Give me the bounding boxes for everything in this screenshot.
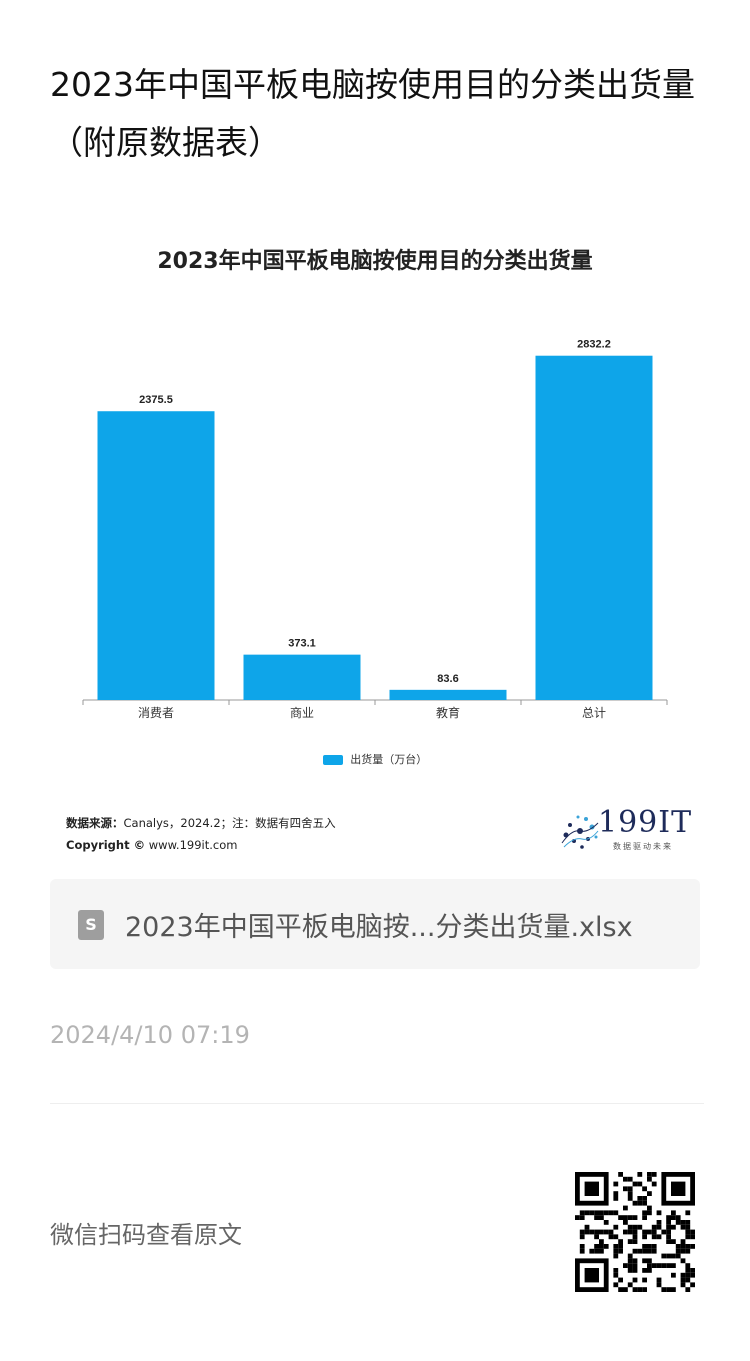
legend-label: 出货量（万台） [350,753,428,766]
attachment-file-card[interactable]: S 2023年中国平板电脑按...分类出货量.xlsx [50,879,700,969]
199it-logo: 199IT 数据驱动未来 [558,803,698,859]
data-source: 数据来源：Canalys，2024.2；注：数据有四舍五入 Copyright … [66,812,336,856]
page-title: 2023年中国平板电脑按使用目的分类出货量（附原数据表） [50,65,695,162]
logo-mark-icon [561,815,599,849]
chart-image[interactable]: 2023年中国平板电脑按使用目的分类出货量 2375.5 消费者 373.1 商业 83… [50,225,700,865]
category-tick-label: 教育 [436,705,460,720]
logo-text: 199IT [598,805,693,840]
spreadsheet-file-icon: S [78,910,104,940]
chart-title: 2023年中国平板电脑按使用目的分类出货量 [157,249,593,274]
bar-2 [389,689,507,700]
category-tick-label: 总计 [582,706,606,720]
bar-value-label: 373.1 [288,638,316,650]
source-label: 数据来源： [66,816,124,830]
bar-0 [97,411,215,700]
bar-value-label: 2832.2 [577,339,611,351]
bar-3 [535,355,653,700]
publish-date: 2024/4/10 07:19 [50,1021,250,1049]
category-tick-label: 消费者 [138,706,174,720]
copyright-text: www.199it.com [148,838,238,852]
chart-legend: 出货量（万台） [50,751,700,767]
bar-chart: 2375.5 消费者 373.1 商业 83.6 教育 2832.2 总计 [82,339,668,720]
qr-caption: 微信扫码查看原文 [50,1221,242,1249]
legend-swatch [322,755,343,765]
copyright-label: Copyright © [66,838,146,852]
source-text: Canalys，2024.2；注：数据有四舍五入 [123,816,336,830]
category-tick-label: 商业 [290,705,314,720]
divider [50,1103,704,1104]
bar-value-label: 83.6 [437,673,458,685]
bar-1 [243,654,361,700]
logo-subtitle: 数据驱动未来 [613,842,673,851]
qr-code-icon[interactable] [575,1172,695,1292]
bar-value-label: 2375.5 [139,394,173,406]
attachment-file-name[interactable]: 2023年中国平板电脑按...分类出货量.xlsx [125,912,633,943]
